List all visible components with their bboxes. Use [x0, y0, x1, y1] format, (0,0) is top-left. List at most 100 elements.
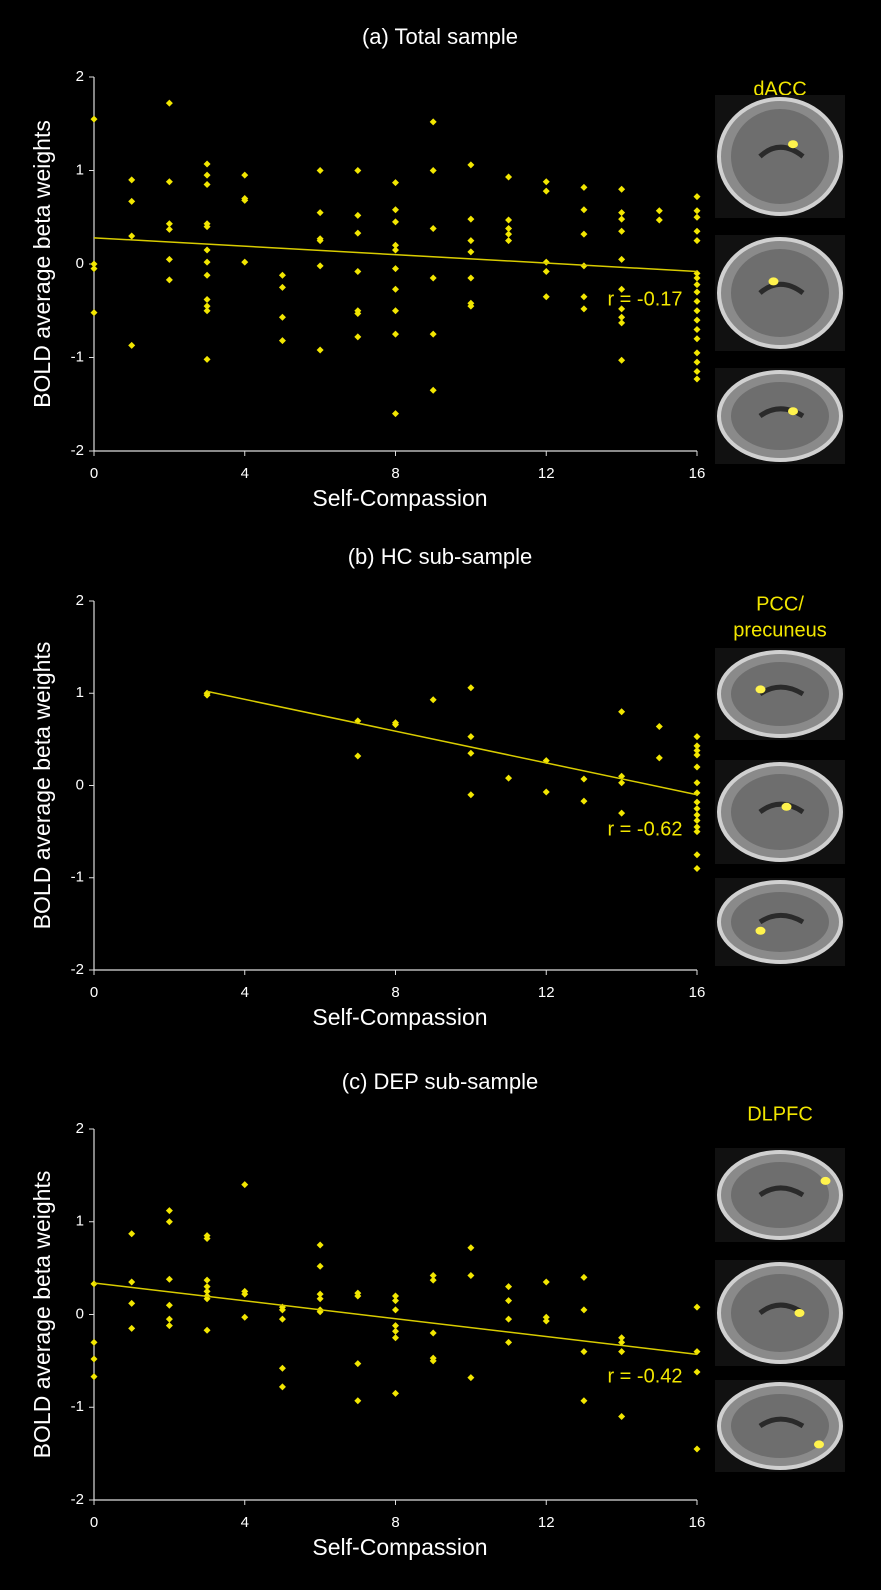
data-point [354, 1360, 362, 1368]
data-point [693, 325, 701, 333]
data-point [693, 281, 701, 289]
activation-blob [755, 926, 766, 935]
y-tick-label: -1 [71, 1398, 84, 1415]
x-tick-label: 8 [391, 465, 399, 482]
x-axis-label: Self-Compassion [312, 1004, 487, 1030]
x-tick-label: 12 [538, 465, 555, 482]
data-point [128, 176, 136, 184]
brain-tissue [731, 892, 829, 952]
data-point [618, 305, 626, 313]
x-tick-label: 8 [391, 984, 399, 1001]
correlation-annotation: r = -0.62 [607, 818, 682, 840]
y-tick-label: 1 [76, 684, 84, 701]
data-point [693, 335, 701, 343]
data-point [693, 1445, 701, 1453]
data-point [354, 1397, 362, 1405]
trend-line [93, 1282, 698, 1356]
data-point [203, 1283, 211, 1291]
activation-blob [820, 1176, 831, 1185]
data-point [165, 1301, 173, 1309]
y-tick-label: 2 [76, 68, 84, 85]
data-point [278, 1315, 286, 1323]
data-point [241, 1290, 249, 1298]
activation-blob [794, 1309, 805, 1317]
data-point [693, 207, 701, 215]
data-point [467, 684, 475, 692]
data-point [429, 696, 437, 704]
data-point [429, 386, 437, 394]
data-point [203, 171, 211, 179]
data-point [278, 313, 286, 321]
data-point [392, 307, 399, 315]
data-point [467, 215, 475, 223]
data-point [618, 1334, 626, 1342]
data-point [655, 216, 663, 224]
data-point [618, 319, 626, 327]
data-point [354, 267, 362, 275]
y-tick-label: 2 [76, 1120, 84, 1137]
data-point [203, 1234, 211, 1242]
data-point [241, 258, 249, 266]
data-point [505, 237, 513, 245]
data-point [165, 255, 173, 263]
brain-tissue [731, 249, 829, 337]
data-point [203, 223, 211, 231]
data-point [467, 248, 475, 256]
activation-blob [788, 140, 798, 149]
data-point [505, 774, 513, 782]
data-point [316, 1295, 324, 1303]
data-point [392, 1322, 399, 1330]
chart-title: (c) DEP sub-sample [342, 1069, 538, 1094]
data-point [392, 218, 399, 226]
brain-ventricle [758, 281, 805, 296]
y-tick-label: -1 [71, 869, 84, 886]
data-point [316, 209, 324, 217]
data-point [203, 355, 211, 363]
data-point [542, 788, 550, 796]
data-point [693, 851, 701, 859]
data-point [618, 209, 626, 217]
data-point [580, 797, 588, 805]
x-tick-label: 12 [538, 984, 555, 1001]
data-point [392, 721, 399, 729]
data-point [618, 1348, 626, 1356]
y-tick-label: 2 [76, 592, 84, 609]
data-point [693, 227, 701, 235]
data-point [278, 1383, 286, 1391]
data-point [165, 1315, 173, 1323]
x-tick-label: 16 [689, 984, 706, 1001]
brain-ventricle [758, 801, 805, 815]
brain-ventricle [758, 1185, 805, 1198]
data-point [505, 216, 513, 224]
y-tick-label: 0 [76, 776, 84, 793]
data-point [429, 167, 437, 174]
data-point [693, 828, 701, 836]
y-tick-label: 0 [76, 1305, 84, 1322]
data-point [693, 805, 701, 813]
data-point [693, 213, 701, 221]
data-point [241, 1181, 249, 1189]
x-tick-label: 4 [241, 984, 249, 1001]
data-point [693, 316, 701, 324]
data-point [693, 193, 701, 201]
x-tick-label: 0 [90, 1514, 98, 1531]
data-point [618, 215, 626, 223]
data-point [693, 817, 701, 825]
chart-title: (a) Total sample [362, 24, 518, 49]
region-label: precuneus [733, 619, 826, 641]
data-point [316, 1262, 324, 1270]
data-point [354, 167, 362, 174]
data-point [693, 349, 701, 357]
region-label: PCC/ [756, 593, 804, 615]
data-point [90, 1280, 98, 1288]
data-point [392, 1389, 399, 1397]
data-point [429, 330, 437, 338]
trend-line [206, 690, 698, 796]
brain-tissue [731, 662, 829, 726]
data-point [693, 823, 701, 831]
activation-blob [814, 1440, 824, 1449]
data-point [128, 341, 136, 349]
data-point [203, 271, 211, 279]
data-point [618, 708, 626, 716]
